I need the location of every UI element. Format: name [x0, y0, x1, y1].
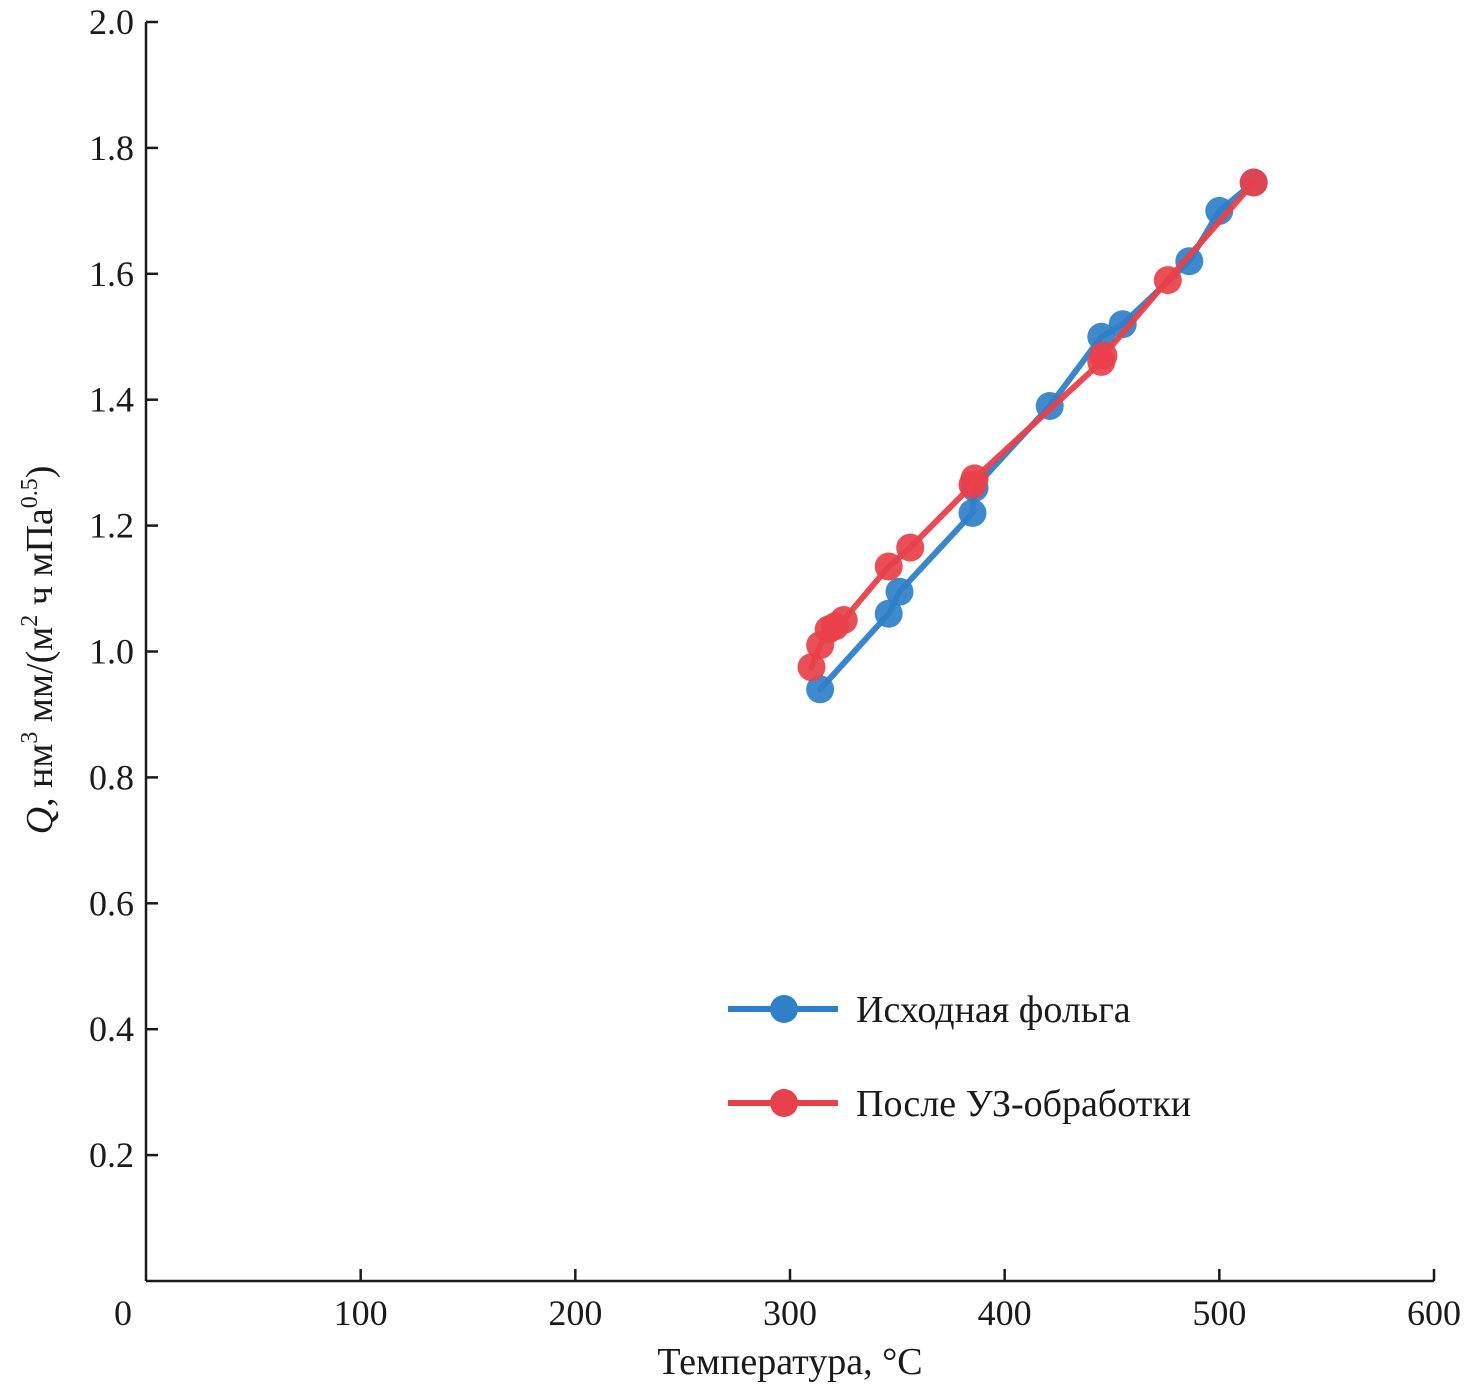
y-tick-label: 1.2	[89, 506, 134, 546]
x-tick-label: 400	[978, 1293, 1032, 1333]
y-tick-label: 2.0	[89, 2, 134, 42]
y-tick-label: 0.4	[89, 1009, 134, 1049]
y-tick-label: 1.4	[89, 380, 134, 420]
data-point	[1089, 341, 1118, 370]
y-axis-part4: )	[19, 466, 61, 479]
y-axis-part1: , нм	[19, 744, 61, 807]
x-tick-label: 0	[114, 1293, 132, 1333]
data-point	[1175, 247, 1204, 276]
x-tick-label: 300	[763, 1293, 817, 1333]
x-tick-label: 500	[1192, 1293, 1246, 1333]
data-point	[896, 533, 925, 562]
data-point	[797, 653, 826, 682]
legend-label: После УЗ-обработки	[856, 1083, 1191, 1125]
y-axis-sup1: 3	[17, 732, 43, 744]
data-point	[806, 675, 835, 704]
data-point	[1239, 168, 1268, 197]
y-axis-part3: ч мПа	[19, 508, 61, 615]
data-point	[958, 499, 987, 527]
series-layer	[797, 168, 1268, 704]
y-axis-title: Q, нм3 мм/(м2 ч мПа0.5)	[17, 466, 61, 835]
data-point	[829, 606, 858, 634]
x-tick-label: 100	[334, 1293, 388, 1333]
y-axis-part2: мм/(м	[19, 627, 61, 732]
x-tick-label: 200	[548, 1293, 602, 1333]
y-ticks: 0.2 0.4 0.6 0.8 1.0 1.2 1.4 1.6 1.8 2.0	[89, 2, 158, 1175]
data-point	[1153, 266, 1182, 295]
legend-item: Исходная фольга	[728, 989, 1131, 1031]
y-tick-label: 1.0	[89, 632, 134, 672]
legend-label: Исходная фольга	[856, 989, 1131, 1031]
data-point	[874, 552, 903, 581]
y-axis-symbol: Q	[19, 807, 61, 834]
data-point	[874, 599, 903, 628]
y-tick-label: 0.8	[89, 757, 134, 797]
series-line	[808, 179, 1257, 671]
y-tick-label: 1.6	[89, 254, 134, 294]
y-tick-label: 1.8	[89, 128, 134, 168]
y-axis-sup2: 2	[17, 615, 43, 627]
legend: Исходная фольга После УЗ-обработки	[728, 989, 1191, 1125]
legend-marker	[770, 995, 798, 1023]
data-point	[885, 577, 914, 606]
data-point	[1108, 310, 1137, 339]
y-tick-label: 0.6	[89, 883, 134, 923]
y-tick-label: 0.2	[89, 1135, 134, 1175]
x-tick-label: 600	[1407, 1293, 1461, 1333]
series-2	[797, 168, 1268, 682]
x-axis-title: Температура, °C	[657, 1341, 922, 1383]
y-axis-sup3: 0.5	[17, 478, 43, 508]
x-ticks: 0 100 200 300 400 500 600	[114, 1269, 1461, 1333]
legend-item: После УЗ-обработки	[728, 1083, 1191, 1125]
data-point	[960, 464, 989, 493]
legend-marker	[770, 1089, 798, 1117]
